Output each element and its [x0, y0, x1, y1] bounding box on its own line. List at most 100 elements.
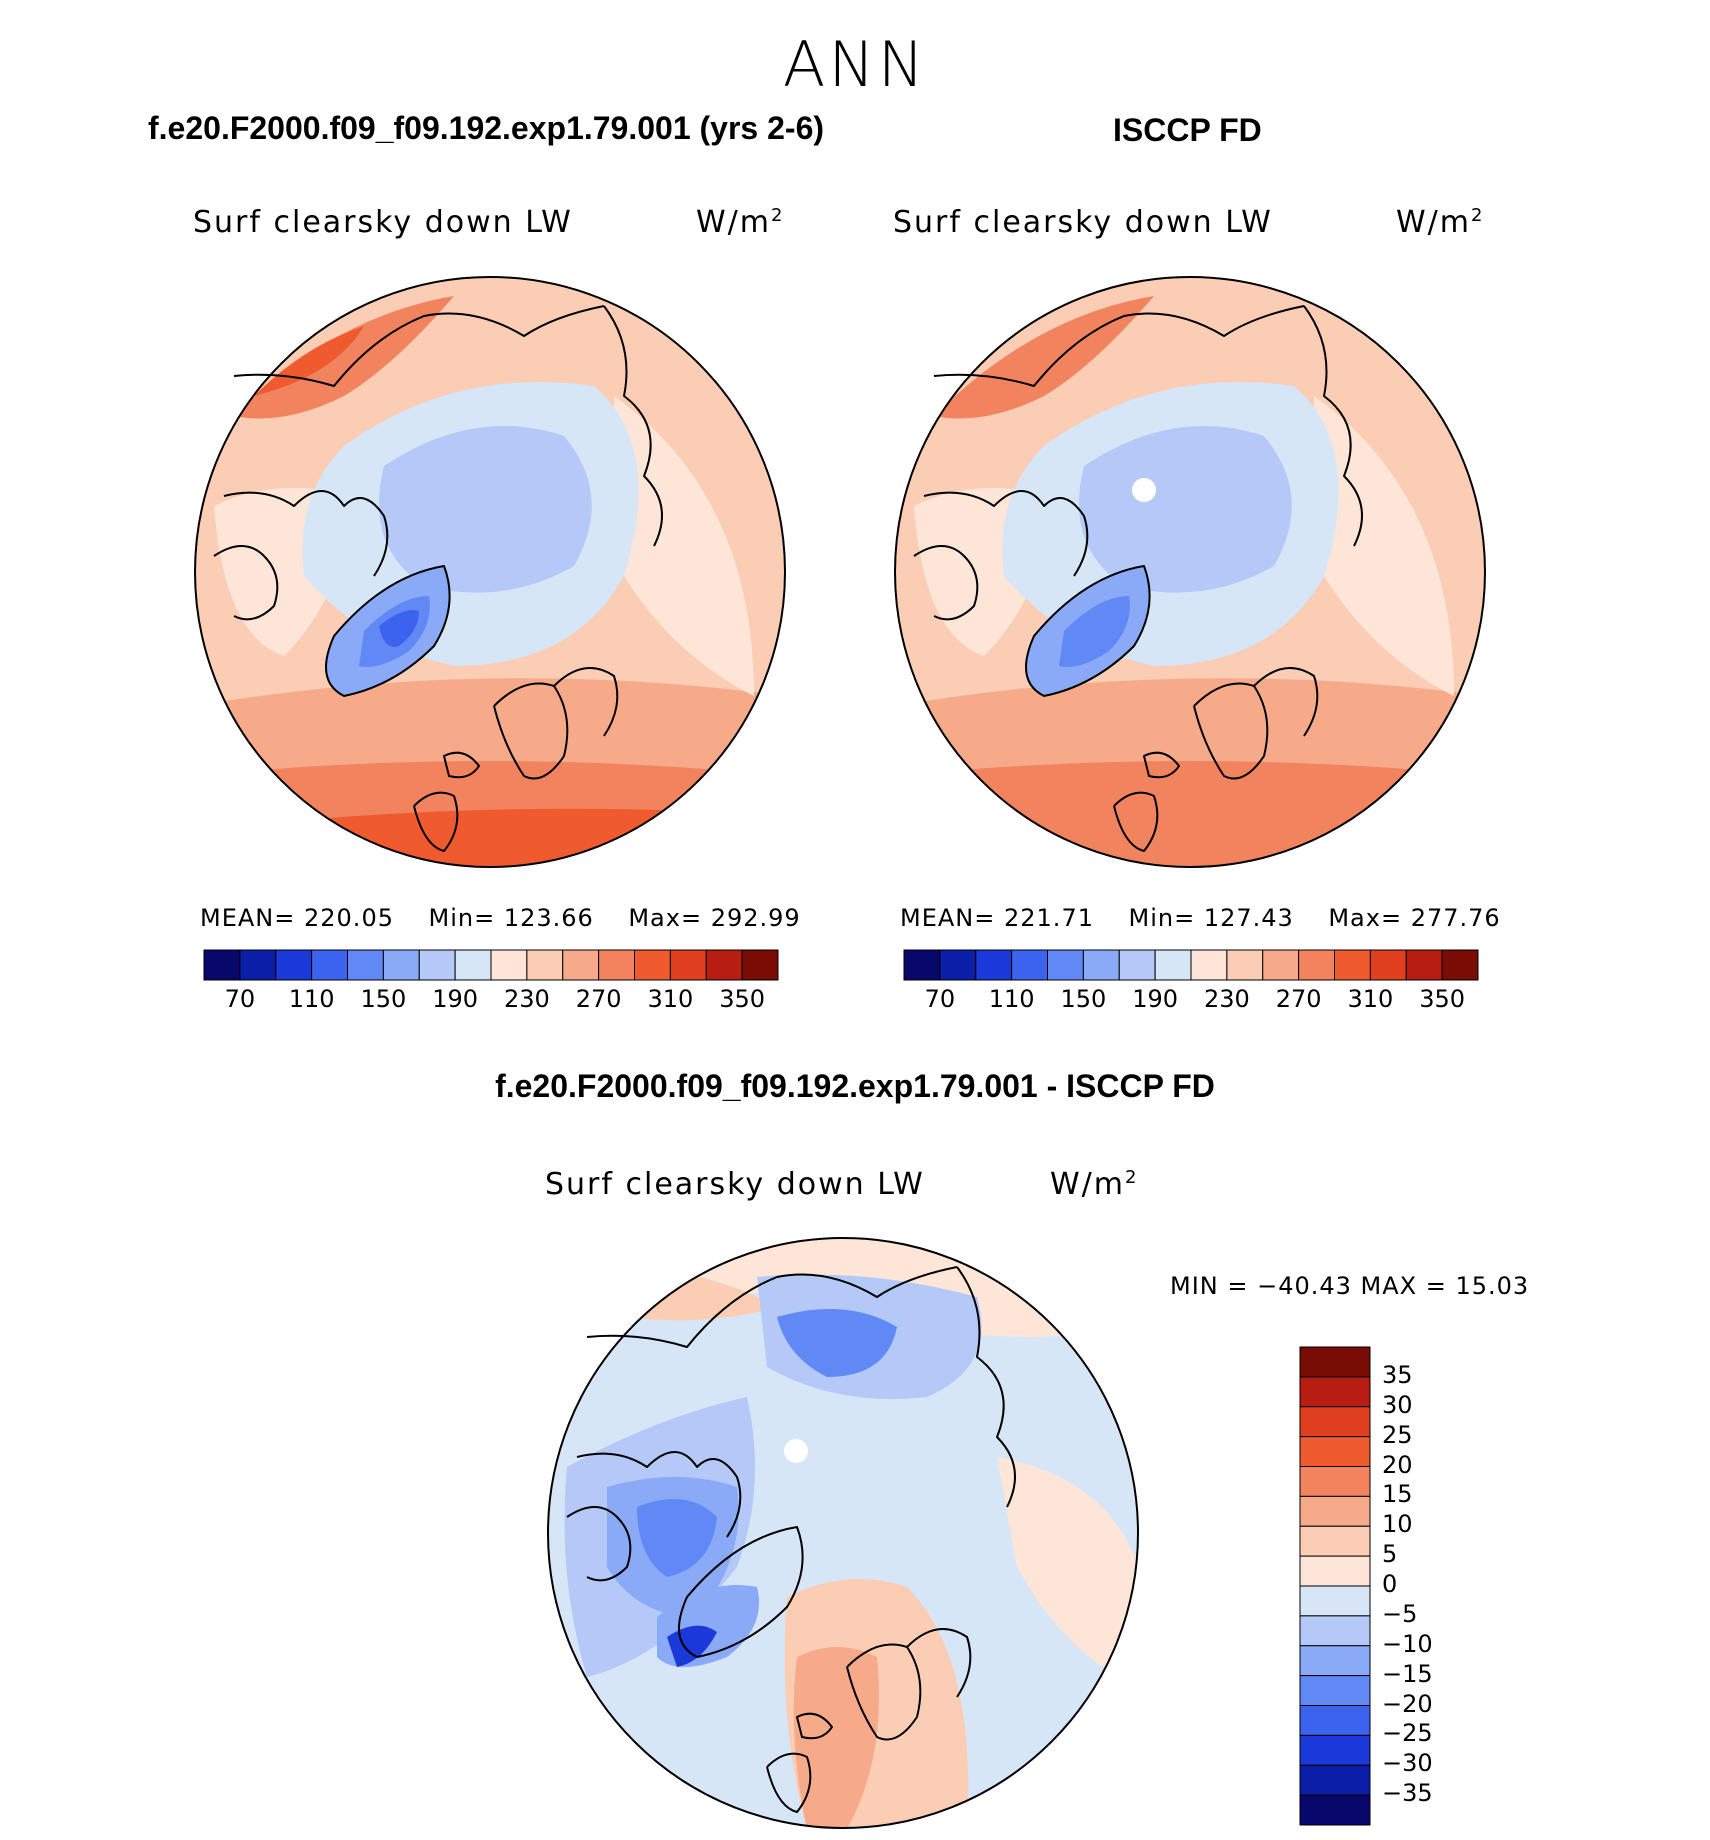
panel3-colorbar-tick-label: 20 [1382, 1450, 1413, 1479]
panel2-colorbar-tick-label: 270 [1275, 985, 1322, 1013]
panel1-variable-label: Surf clearsky down LW [193, 205, 573, 240]
panel2-colorbar-box [975, 949, 1013, 981]
panel2-units-label: W/m2 [1396, 205, 1485, 240]
coastline [906, 1628, 972, 1698]
hot-band-north [254, 326, 364, 396]
panel2-max-value: 277.76 [1410, 904, 1501, 932]
greenland-core [1059, 596, 1130, 667]
panel1-min-label: Min= [428, 904, 496, 932]
panel3-colorbar-box [1299, 1406, 1371, 1438]
arctic-core [379, 426, 592, 593]
cold-core-siberia [777, 1309, 897, 1377]
panel1-colorbar-tick-label: 310 [647, 985, 694, 1013]
warm-band-north [934, 296, 1154, 419]
panel2-colorbar-ticks: 70 110 150 190 230 270 310 350 [904, 985, 1478, 1019]
panel3-colorbar-box [1299, 1525, 1371, 1557]
panel1-colorbar [203, 949, 779, 981]
figure-title: ANN [782, 28, 928, 101]
coastline [913, 545, 979, 621]
coastline [766, 1752, 812, 1813]
panel1-colorbar-box [526, 949, 564, 981]
panel2-max-label: Max= [1328, 904, 1403, 932]
cold-peak-canada [637, 1499, 717, 1577]
panel1-stats: MEAN= 220.05 Min= 123.66 Max= 292.99 [200, 904, 801, 932]
panel1-colorbar-box [598, 949, 635, 981]
panel2-colorbar-box [1011, 949, 1048, 981]
coastline [223, 490, 389, 577]
coastline [233, 305, 605, 387]
panel3-polar-map [547, 1237, 1139, 1829]
panel3-variable-label: Surf clearsky down LW [545, 1167, 925, 1202]
panel1-colorbar-box [562, 949, 600, 981]
panel3-colorbar-box [1299, 1764, 1371, 1796]
coastlines [566, 1266, 1016, 1813]
panel2-mean-value: 221.71 [1004, 904, 1094, 932]
panel2-variable-label: Surf clearsky down LW [893, 205, 1273, 240]
panel3-colorbar-tick-label: 0 [1382, 1570, 1398, 1598]
panel2-colorbar-tick-label: 150 [1060, 985, 1107, 1013]
pale-band-east [614, 396, 754, 696]
panel2-stats: MEAN= 221.71 Min= 127.43 Max= 277.76 [900, 904, 1501, 932]
panel2-colorbar-tick-label: 350 [1419, 985, 1466, 1013]
panel1-colorbar-box [418, 949, 456, 981]
panel3-colorbar-tick-label: −10 [1382, 1629, 1433, 1658]
panel3-case-title: f.e20.F2000.f09_f09.192.exp1.79.001 - IS… [495, 1068, 1215, 1104]
panel3-colorbar-box [1299, 1675, 1371, 1706]
coastline [678, 1526, 804, 1658]
arctic-core [1079, 426, 1292, 593]
panel1-colorbar-box [203, 949, 241, 981]
panel3-colorbar-tick-label: 35 [1382, 1360, 1413, 1389]
panel2-colorbar-tick-label: 110 [988, 985, 1035, 1013]
panel3-colorbar-box [1299, 1346, 1371, 1378]
panel2-colorbar-box [1190, 949, 1228, 981]
panel2-polar-map [894, 276, 1486, 868]
panel3-colorbar-tick-label: −15 [1382, 1659, 1433, 1688]
coastlines [913, 305, 1363, 852]
coastline [923, 490, 1089, 577]
panel3-colorbar-tick-label: 15 [1382, 1480, 1413, 1509]
coastline [1303, 305, 1363, 547]
panel3-colorbar-tick-label: 5 [1382, 1540, 1398, 1569]
panel3-colorbar-box [1299, 1436, 1371, 1467]
map3-field [548, 1238, 1138, 1828]
panel2-colorbar-tick-label: 70 [924, 985, 956, 1013]
panel1-colorbar-box [239, 949, 277, 981]
panel2-mean-label: MEAN= [900, 904, 996, 932]
map-boundary [194, 276, 786, 868]
coastlines [213, 305, 663, 852]
panel2-colorbar-tick-label: 310 [1347, 985, 1394, 1013]
panel1-colorbar-box [634, 949, 671, 981]
panel3-colorbar-tick-label: −5 [1382, 1599, 1418, 1628]
panel2-colorbar-box [1334, 949, 1371, 981]
panel1-colorbar-ticks: 70 110 150 190 230 270 310 350 [204, 985, 778, 1019]
coastline [213, 545, 279, 621]
panel2-colorbar-tick-label: 230 [1203, 985, 1250, 1013]
warm-band-south-outer [895, 761, 1485, 867]
map2-field [895, 277, 1485, 867]
coastline [553, 667, 619, 737]
coastline [1193, 682, 1269, 780]
panel2-case-title: ISCCP FD [1113, 112, 1262, 148]
pale-band-east [1314, 396, 1454, 696]
map1-field [195, 277, 785, 867]
panel2-colorbar-box [1226, 949, 1264, 981]
panel2-colorbar-box [1118, 949, 1156, 981]
panel3-colorbar-box [1299, 1794, 1371, 1826]
coastline [956, 1266, 1016, 1508]
coastline [325, 565, 451, 697]
greenland-peak [379, 610, 419, 647]
panel1-mean-value: 220.05 [304, 904, 394, 932]
panel1-colorbar-tick-label: 110 [288, 985, 335, 1013]
coastline [796, 1712, 833, 1740]
panel3-colorbar-box [1299, 1585, 1371, 1617]
coastline [1113, 791, 1159, 852]
missing-pole [784, 1439, 808, 1463]
panel1-colorbar-box [311, 949, 348, 981]
panel3-colorbar-ticks: 35 30 25 20 15 10 5 0 −5 −10 −15 −20 −25 −30 −35 [1382, 1347, 1482, 1825]
panel2-colorbar-box [1298, 949, 1335, 981]
coastline [1025, 565, 1151, 697]
panel1-units-label: W/m2 [696, 205, 785, 240]
panel1-colorbar-box [669, 949, 707, 981]
panel1-min-value: 123.66 [503, 904, 594, 932]
panel3-colorbar-box [1299, 1495, 1371, 1527]
